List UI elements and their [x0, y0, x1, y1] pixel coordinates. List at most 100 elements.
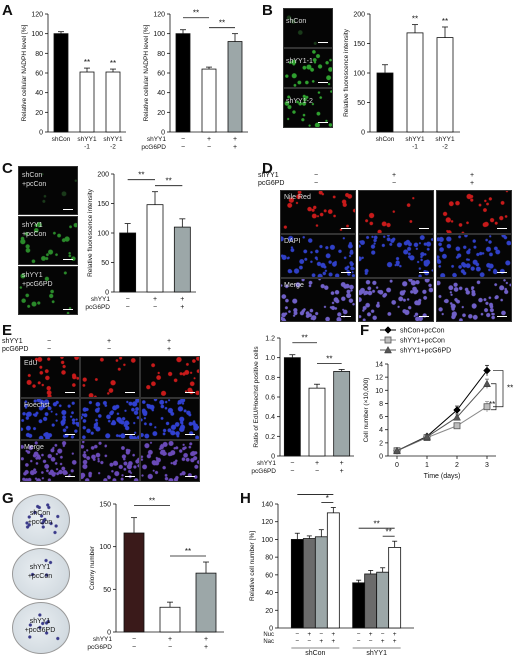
x-tick-label-line: -1	[412, 144, 418, 151]
legend-label: shCon+pcCon	[400, 328, 445, 335]
factor-sign: +	[168, 636, 172, 643]
factor-sign: +	[340, 460, 344, 467]
scale-bar	[419, 228, 429, 229]
micrograph-d	[358, 190, 434, 234]
y-tick-label: 0.6	[265, 395, 275, 402]
y-axis-label: Relative fluorescence intensity	[343, 28, 350, 117]
scale-bar	[341, 316, 351, 317]
scale-bar	[185, 392, 195, 393]
y-axis-label: Relative cell number [%]	[249, 531, 256, 601]
scale-bar	[63, 209, 73, 210]
factor-sign: −	[290, 468, 294, 475]
significance-label: **	[312, 492, 318, 495]
factor-label: Nac	[263, 639, 274, 645]
group-label: shYY1	[366, 650, 387, 657]
chart-c-fluorescence: 0 50 100 150 200 Relative fluorescence intens…	[85, 171, 196, 311]
panel-label-a: A	[2, 2, 13, 19]
y-tick-label: 60	[157, 71, 165, 78]
column-header-sign: −	[47, 338, 52, 345]
factor-sign: −	[315, 468, 319, 475]
significance-label: *	[326, 494, 329, 503]
factor-sign: −	[126, 304, 130, 311]
factor-sign: −	[126, 296, 130, 303]
micrograph-b	[283, 8, 333, 48]
bar	[436, 37, 454, 133]
x-tick-label: 3	[485, 462, 489, 469]
micrograph-b	[283, 48, 333, 88]
factor-sign: +	[207, 136, 211, 143]
scale-bar	[185, 434, 195, 435]
micrograph-c	[18, 266, 78, 315]
scale-bar	[318, 42, 328, 43]
significance-label: **	[386, 528, 392, 537]
bar	[326, 512, 340, 629]
scale-bar	[497, 272, 507, 273]
micrograph-label: +pcCon	[22, 181, 47, 188]
bar	[119, 232, 137, 293]
bar	[159, 606, 181, 633]
y-tick-label: 0	[269, 626, 273, 633]
x-axis-label: Time (days)	[424, 473, 461, 480]
y-tick-label: 60	[35, 71, 43, 78]
significance-bracket	[493, 370, 504, 408]
factor-sign: +	[331, 638, 335, 645]
factor-sign: +	[331, 631, 335, 638]
factor-sign: +	[233, 144, 237, 151]
y-tick-label: 20	[35, 110, 43, 117]
factor-label: shYY1	[257, 460, 277, 467]
micrograph-e	[20, 398, 80, 440]
micrograph-label: shYY1	[22, 222, 43, 229]
significance-label: **	[166, 177, 172, 186]
column-header-sign: +	[470, 172, 475, 179]
legend-marker	[384, 336, 392, 344]
y-axis-label: Relative cellular NADPH level [%]	[21, 24, 28, 121]
factor-sign: +	[233, 136, 237, 143]
y-tick-label: 50	[103, 587, 111, 594]
y-tick-label: 20	[157, 110, 165, 117]
x-tick-label: shCon	[52, 136, 71, 143]
significance-label: **	[412, 15, 418, 24]
panel-label-h: H	[240, 490, 251, 507]
factor-sign: −	[181, 144, 185, 151]
y-tick-label: 100	[261, 537, 273, 544]
micrograph-d	[280, 234, 356, 278]
dish-label: +pcCon	[27, 519, 53, 526]
micrograph-label: +pcCon	[22, 231, 47, 238]
y-axis-label: Cell number (×10,000)	[363, 378, 370, 443]
panel-label-c: C	[2, 160, 13, 177]
dish-label: shYY1	[29, 564, 51, 571]
bar	[79, 71, 95, 133]
dish-label: +pcCon	[27, 573, 53, 580]
scale-bar	[419, 316, 429, 317]
bar	[227, 41, 243, 133]
y-tick-label: 80	[265, 555, 273, 562]
micrograph-label: shCon	[22, 172, 43, 179]
micrograph-label: DAPI	[284, 238, 301, 245]
column-header-sign: −	[314, 172, 319, 179]
scale-bar	[341, 228, 351, 229]
factor-sign: −	[357, 638, 361, 645]
y-tick-label: 120	[261, 519, 273, 526]
x-tick-label-line: shYY1	[435, 136, 455, 143]
x-tick-label-line: shYY1	[77, 136, 97, 143]
bar	[175, 33, 191, 133]
x-tick-label-line: -2	[110, 144, 116, 151]
data-point	[393, 446, 401, 454]
factor-sign: −	[181, 136, 185, 143]
factor-sign: −	[153, 304, 157, 311]
x-tick-label-line: -1	[84, 144, 90, 151]
factor-sign: +	[180, 304, 184, 311]
bar	[146, 204, 164, 293]
column-header-sign: +	[392, 172, 397, 179]
bar	[364, 573, 378, 629]
micrograph-e	[80, 398, 140, 440]
y-tick-label: 0	[361, 130, 365, 137]
bar	[333, 371, 351, 457]
x-tick-label: 1	[425, 462, 429, 469]
scale-bar	[318, 82, 328, 83]
factor-sign: +	[340, 468, 344, 475]
micrograph-label: Nile Red	[284, 194, 311, 201]
factor-sign: −	[290, 460, 294, 467]
